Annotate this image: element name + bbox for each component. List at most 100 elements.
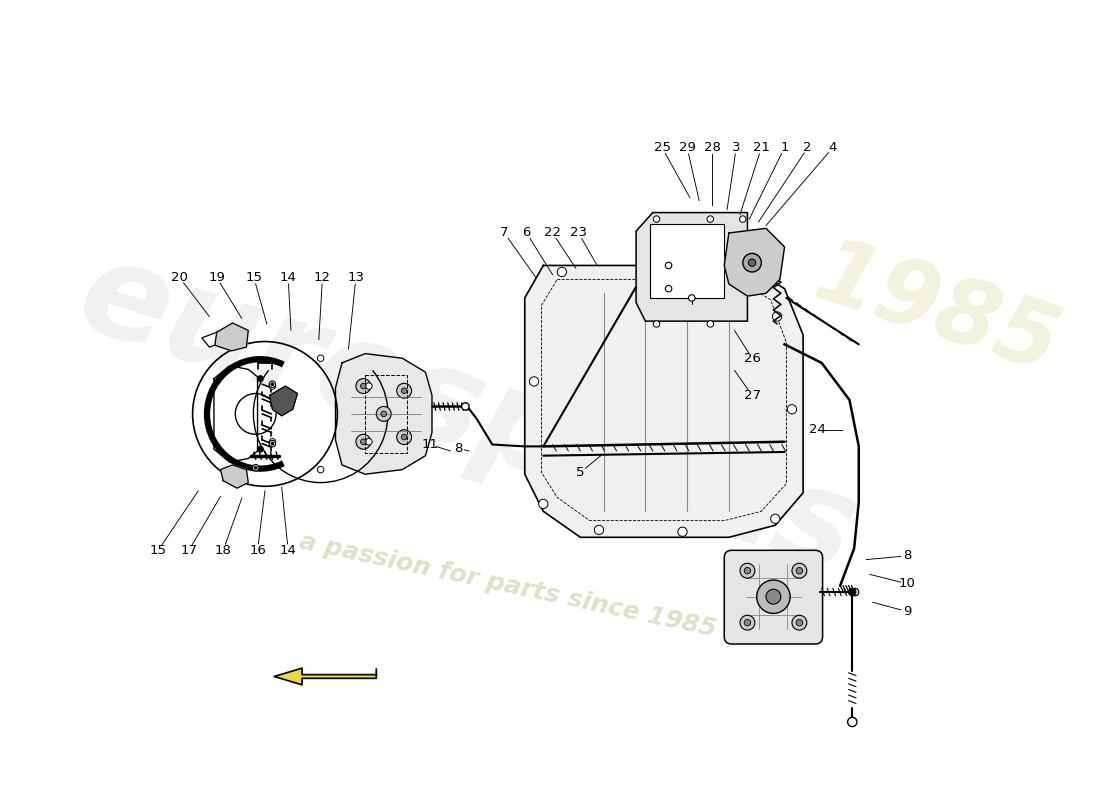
Text: a passion for parts since 1985: a passion for parts since 1985 xyxy=(297,530,718,642)
Circle shape xyxy=(742,254,761,272)
Circle shape xyxy=(254,466,257,469)
Circle shape xyxy=(666,286,672,292)
Text: 8: 8 xyxy=(454,442,462,454)
Text: 9: 9 xyxy=(903,605,911,618)
Text: 8: 8 xyxy=(903,550,911,562)
Polygon shape xyxy=(220,465,249,488)
Polygon shape xyxy=(525,266,803,538)
Circle shape xyxy=(270,440,276,447)
Bar xyxy=(650,224,724,298)
Text: 15: 15 xyxy=(245,271,262,284)
Circle shape xyxy=(707,321,714,327)
Text: 1: 1 xyxy=(780,141,789,154)
Text: 7: 7 xyxy=(500,226,508,239)
Circle shape xyxy=(796,567,803,574)
Circle shape xyxy=(594,526,604,534)
Circle shape xyxy=(529,377,539,386)
Circle shape xyxy=(381,411,386,417)
Text: 25: 25 xyxy=(653,141,671,154)
Circle shape xyxy=(724,273,734,282)
Circle shape xyxy=(689,294,695,301)
Text: 14: 14 xyxy=(279,544,297,557)
Circle shape xyxy=(772,312,782,321)
Text: 15: 15 xyxy=(150,544,167,557)
Text: 3: 3 xyxy=(733,141,740,154)
Circle shape xyxy=(271,383,274,386)
Circle shape xyxy=(271,442,274,445)
Circle shape xyxy=(397,430,411,445)
Circle shape xyxy=(270,381,276,387)
Circle shape xyxy=(666,262,672,269)
Text: 21: 21 xyxy=(752,141,770,154)
Circle shape xyxy=(748,259,756,266)
Circle shape xyxy=(402,388,407,394)
Circle shape xyxy=(376,406,392,422)
Circle shape xyxy=(539,499,548,509)
Text: 14: 14 xyxy=(279,271,297,284)
Text: 19: 19 xyxy=(208,271,226,284)
Circle shape xyxy=(318,355,323,362)
Circle shape xyxy=(402,434,407,440)
Circle shape xyxy=(361,383,366,389)
Circle shape xyxy=(365,383,372,390)
Circle shape xyxy=(257,446,263,452)
Polygon shape xyxy=(270,386,297,416)
Circle shape xyxy=(397,383,411,398)
Text: 22: 22 xyxy=(544,226,561,239)
Polygon shape xyxy=(336,354,432,474)
Text: 2: 2 xyxy=(803,141,812,154)
Text: 10: 10 xyxy=(899,578,915,590)
Circle shape xyxy=(253,465,258,471)
Text: 12: 12 xyxy=(314,271,331,284)
Circle shape xyxy=(707,216,714,222)
Circle shape xyxy=(318,466,323,473)
Circle shape xyxy=(462,402,469,410)
Polygon shape xyxy=(214,323,249,351)
Circle shape xyxy=(788,405,796,414)
Circle shape xyxy=(270,383,276,390)
Text: 4: 4 xyxy=(828,141,837,154)
Circle shape xyxy=(745,567,750,574)
Circle shape xyxy=(356,434,371,449)
Circle shape xyxy=(739,216,746,222)
Polygon shape xyxy=(724,228,784,296)
Polygon shape xyxy=(274,668,376,685)
Circle shape xyxy=(848,588,856,596)
FancyBboxPatch shape xyxy=(724,550,823,644)
Circle shape xyxy=(766,590,781,604)
Circle shape xyxy=(558,267,566,277)
Circle shape xyxy=(757,580,790,614)
Text: eurosparts: eurosparts xyxy=(63,230,871,600)
Text: 11: 11 xyxy=(421,438,439,451)
Text: 16: 16 xyxy=(249,544,266,557)
Circle shape xyxy=(365,438,372,445)
Circle shape xyxy=(851,588,859,596)
Circle shape xyxy=(653,216,660,222)
Circle shape xyxy=(740,615,755,630)
Circle shape xyxy=(650,264,659,273)
Text: 29: 29 xyxy=(679,141,695,154)
Circle shape xyxy=(792,563,806,578)
Text: 24: 24 xyxy=(808,423,825,436)
Polygon shape xyxy=(636,213,747,321)
Circle shape xyxy=(792,615,806,630)
Circle shape xyxy=(740,563,755,578)
Text: 23: 23 xyxy=(570,226,587,239)
Text: 5: 5 xyxy=(576,466,585,479)
Text: 17: 17 xyxy=(180,544,197,557)
Text: 13: 13 xyxy=(348,271,364,284)
Text: 20: 20 xyxy=(172,271,188,284)
Circle shape xyxy=(356,378,371,394)
Circle shape xyxy=(848,718,857,726)
Text: 18: 18 xyxy=(214,544,232,557)
Circle shape xyxy=(745,619,750,626)
Text: 26: 26 xyxy=(744,352,760,365)
Circle shape xyxy=(270,438,276,445)
Text: 27: 27 xyxy=(744,389,760,402)
Circle shape xyxy=(653,321,660,327)
Circle shape xyxy=(678,527,688,536)
Text: 6: 6 xyxy=(522,226,531,239)
Circle shape xyxy=(771,514,780,523)
Circle shape xyxy=(257,376,263,382)
Text: 28: 28 xyxy=(704,141,720,154)
